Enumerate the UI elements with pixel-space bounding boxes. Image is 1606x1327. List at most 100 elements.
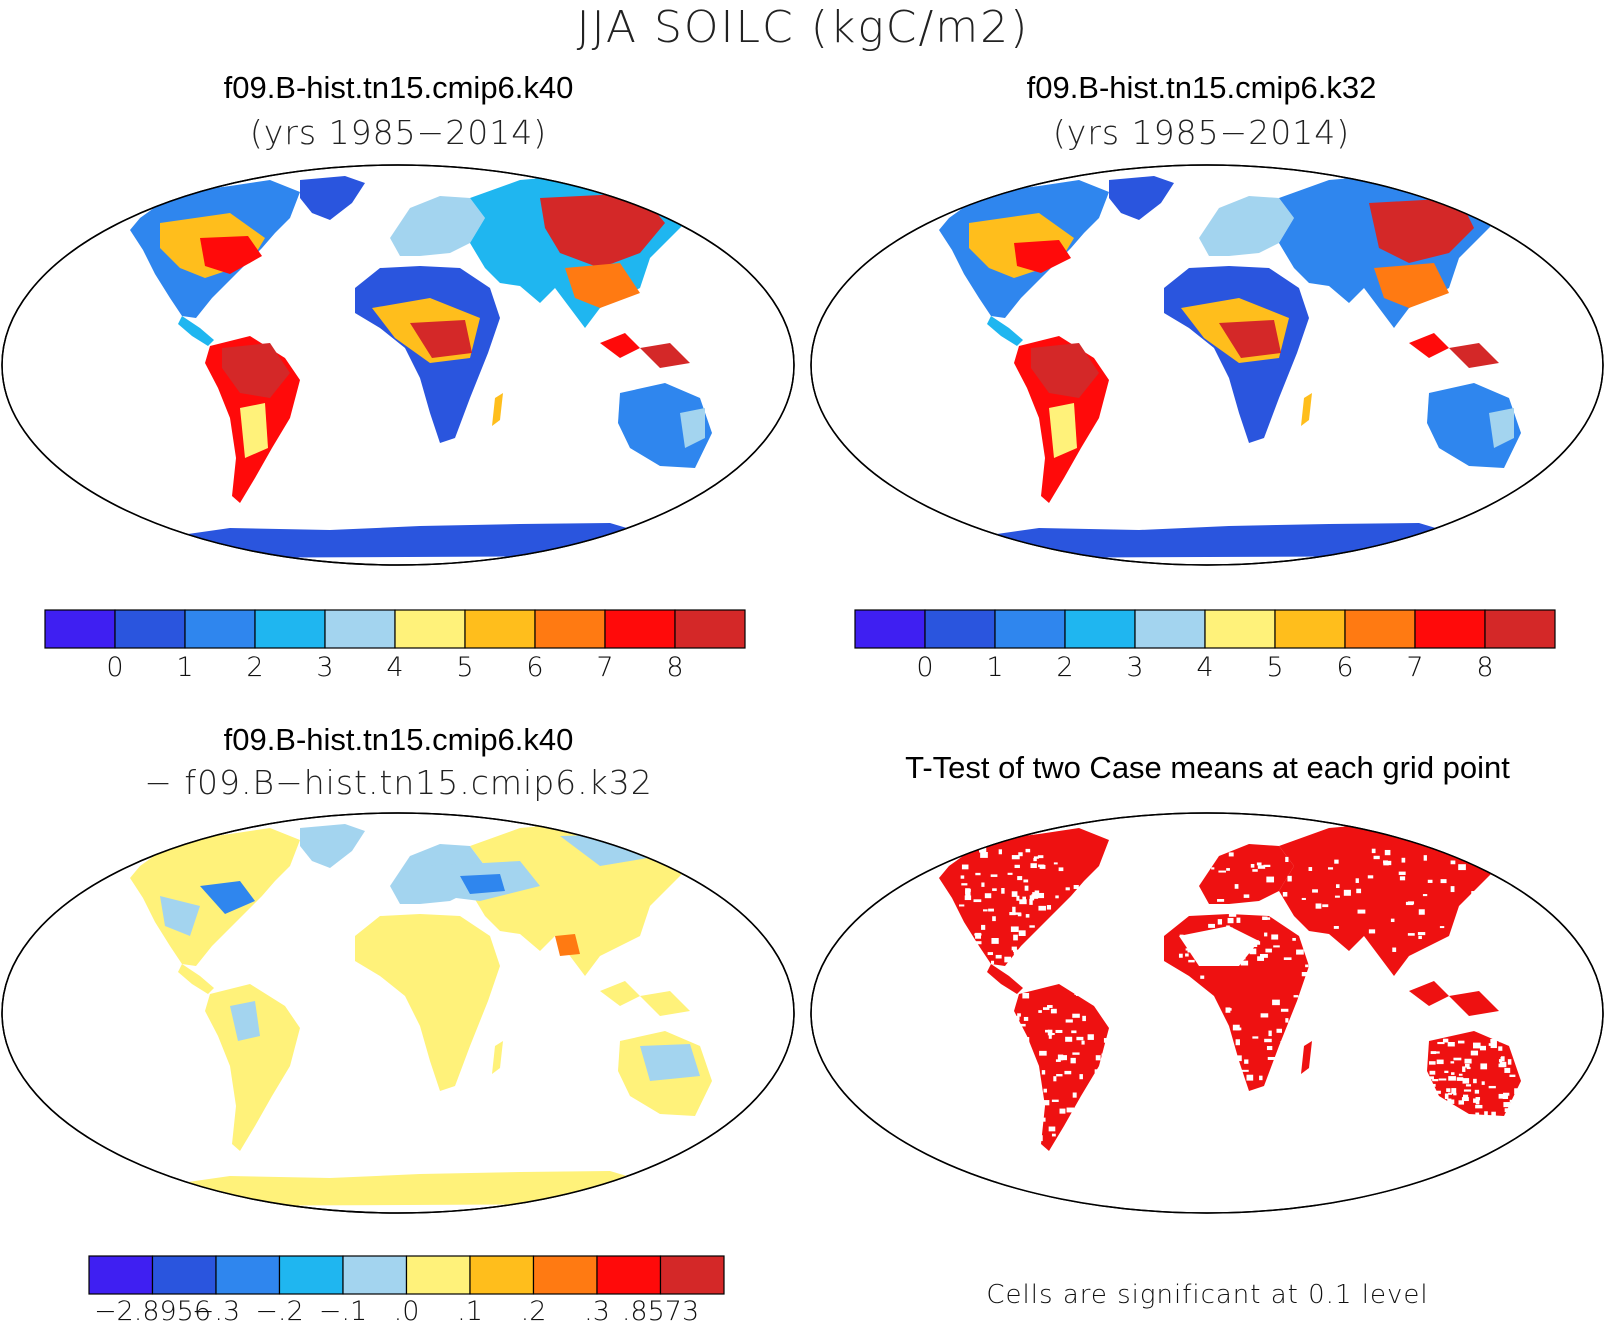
nonsignificant-cell bbox=[1390, 918, 1395, 923]
nonsignificant-cell bbox=[1429, 1083, 1436, 1087]
nonsignificant-cell bbox=[1055, 1059, 1061, 1062]
nonsignificant-cell bbox=[1082, 1135, 1086, 1141]
nonsignificant-cell bbox=[1065, 1019, 1073, 1023]
nonsignificant-cell bbox=[1506, 948, 1513, 954]
nonsignificant-cell bbox=[1030, 863, 1037, 869]
nonsignificant-cell bbox=[1098, 1095, 1103, 1101]
nonsignificant-cell bbox=[1025, 914, 1030, 918]
nonsignificant-cell bbox=[1233, 1073, 1240, 1077]
nonsignificant-cell bbox=[1041, 1070, 1046, 1075]
colorbar-swatch bbox=[469, 1255, 535, 1295]
nonsignificant-cell bbox=[1315, 903, 1322, 909]
nonsignificant-cell bbox=[1499, 940, 1503, 946]
nonsignificant-cell bbox=[1195, 1061, 1201, 1066]
nonsignificant-cell bbox=[1283, 957, 1292, 960]
colorbar-swatch bbox=[342, 1255, 408, 1295]
nonsignificant-cell bbox=[1013, 1113, 1022, 1116]
nonsignificant-cell bbox=[1257, 865, 1266, 869]
nonsignificant-cell bbox=[1038, 950, 1043, 956]
nonsignificant-cell bbox=[1033, 1065, 1038, 1069]
nonsignificant-cell bbox=[1508, 1106, 1516, 1111]
nonsignificant-cell bbox=[1462, 1094, 1469, 1100]
colorbar-tick-label: −2.8956 bbox=[93, 1296, 212, 1327]
nonsignificant-cell bbox=[1244, 1059, 1249, 1064]
nonsignificant-cell bbox=[1080, 1126, 1086, 1131]
nonsignificant-cell bbox=[1489, 846, 1495, 850]
colorbar-swatch bbox=[278, 1255, 344, 1295]
nonsignificant-cell bbox=[1422, 894, 1428, 897]
nonsignificant-cell bbox=[1254, 941, 1261, 945]
nonsignificant-cell bbox=[1465, 1084, 1472, 1087]
nonsignificant-cell bbox=[1031, 894, 1039, 899]
nonsignificant-cell bbox=[1259, 953, 1268, 958]
colorbar-swatch bbox=[324, 609, 396, 649]
nonsignificant-cell bbox=[973, 899, 982, 903]
nonsignificant-cell bbox=[1192, 1046, 1200, 1052]
nonsignificant-cell bbox=[1437, 1112, 1446, 1118]
nonsignificant-cell bbox=[1498, 1046, 1503, 1051]
nonsignificant-cell bbox=[1507, 1059, 1512, 1065]
nonsignificant-cell bbox=[1510, 1038, 1516, 1043]
nonsignificant-cell bbox=[1459, 921, 1466, 927]
nonsignificant-cell bbox=[1075, 991, 1080, 996]
nonsignificant-cell bbox=[1066, 914, 1070, 917]
nonsignificant-cell bbox=[1490, 1038, 1497, 1043]
nonsignificant-cell bbox=[979, 964, 985, 968]
nonsignificant-cell bbox=[1265, 948, 1272, 953]
nonsignificant-cell bbox=[1106, 1143, 1112, 1146]
nonsignificant-cell bbox=[1081, 1040, 1085, 1045]
nonsignificant-cell bbox=[1475, 1097, 1481, 1101]
nonsignificant-cell bbox=[1079, 1074, 1083, 1080]
nonsignificant-cell bbox=[1418, 935, 1422, 940]
nonsignificant-cell bbox=[959, 904, 965, 907]
nonsignificant-cell bbox=[1497, 895, 1506, 899]
nonsignificant-cell bbox=[1228, 913, 1237, 917]
nonsignificant-cell bbox=[1013, 934, 1018, 941]
nonsignificant-cell bbox=[1471, 891, 1475, 896]
nonsignificant-cell bbox=[1004, 956, 1012, 963]
panel-case2-title: f09.B-hist.tn15.cmip6.k32 bbox=[1026, 70, 1377, 105]
nonsignificant-cell bbox=[1185, 953, 1189, 957]
nonsignificant-cell bbox=[1450, 860, 1456, 865]
nonsignificant-cell bbox=[1211, 867, 1215, 870]
nonsignificant-cell bbox=[1065, 959, 1071, 966]
nonsignificant-cell bbox=[1367, 875, 1374, 879]
nonsignificant-cell bbox=[1267, 1056, 1276, 1060]
nonsignificant-cell bbox=[1023, 1016, 1029, 1021]
nonsignificant-cell bbox=[1355, 878, 1359, 883]
significance-note: Cells are significant at 0.1 level bbox=[986, 1280, 1429, 1310]
nonsignificant-cell bbox=[1464, 1058, 1472, 1064]
colorbar-tick-label: 2 bbox=[246, 652, 264, 683]
nonsignificant-cell bbox=[1500, 1056, 1504, 1061]
colorbar-swatch bbox=[854, 609, 926, 649]
nonsignificant-cell bbox=[1259, 1075, 1263, 1081]
nonsignificant-cell bbox=[1272, 999, 1280, 1006]
nonsignificant-cell bbox=[1334, 895, 1340, 898]
nonsignificant-cell bbox=[1012, 949, 1019, 953]
nonsignificant-cell bbox=[1264, 932, 1268, 937]
nonsignificant-cell bbox=[1082, 1015, 1086, 1022]
nonsignificant-cell bbox=[1335, 884, 1340, 889]
nonsignificant-cell bbox=[1474, 1089, 1480, 1094]
nonsignificant-cell bbox=[1296, 1044, 1301, 1048]
nonsignificant-cell bbox=[1207, 1052, 1215, 1058]
nonsignificant-cell bbox=[1306, 978, 1313, 985]
colorbar-tick-label: 7 bbox=[1406, 652, 1424, 683]
nonsignificant-cell bbox=[1010, 926, 1019, 932]
nonsignificant-cell bbox=[1018, 930, 1026, 936]
nonsignificant-cell bbox=[1011, 946, 1017, 951]
nonsignificant-cell bbox=[1443, 1110, 1452, 1116]
panel-ttest-title: T-Test of two Case means at each grid po… bbox=[905, 750, 1510, 785]
colorbar-tick-label: 8 bbox=[666, 652, 684, 683]
colorbar-swatch bbox=[151, 1255, 217, 1295]
nonsignificant-cell bbox=[1398, 871, 1406, 875]
nonsignificant-cell bbox=[1386, 860, 1392, 866]
nonsignificant-cell bbox=[1066, 1107, 1075, 1113]
nonsignificant-cell bbox=[1306, 1026, 1314, 1032]
nonsignificant-cell bbox=[1265, 917, 1271, 920]
colorbar-swatch bbox=[994, 609, 1066, 649]
nonsignificant-cell bbox=[1433, 1036, 1438, 1039]
colorbar-swatch bbox=[1134, 609, 1206, 649]
nonsignificant-cell bbox=[1060, 936, 1067, 942]
map-case2 bbox=[810, 164, 1604, 566]
